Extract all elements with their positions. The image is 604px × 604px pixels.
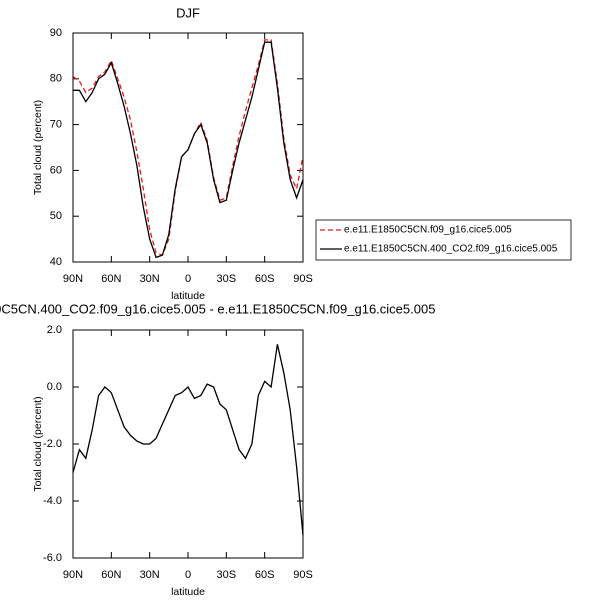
x-tick-label: 60N	[101, 569, 121, 581]
y-tick-label: 60	[50, 164, 62, 176]
data-line	[73, 41, 304, 259]
y-tick-label: 70	[50, 119, 62, 131]
x-tick-label: 90N	[63, 273, 83, 285]
y-tick-label: -2.0	[43, 438, 62, 450]
x-axis-label: latitude	[171, 586, 205, 598]
x-tick-label: 60N	[101, 273, 121, 285]
x-tick-label: 90S	[293, 273, 313, 285]
y-tick-label: 0.0	[47, 381, 62, 393]
x-tick-label: 30S	[217, 569, 237, 581]
chart-title: DJF	[176, 5, 200, 20]
x-tick-label: 30N	[140, 273, 160, 285]
y-tick-label: 40	[50, 256, 62, 268]
x-tick-label: 90S	[293, 569, 313, 581]
y-axis-label: Total cloud (percent)	[32, 396, 44, 491]
plot-frame	[72, 329, 304, 559]
chart-title: e.e11.E1850C5CN.400_CO2.f09_g16.cice5.00…	[0, 301, 435, 316]
x-tick-label: 60S	[255, 273, 275, 285]
legend-box	[315, 219, 572, 261]
x-tick-label: 90N	[63, 569, 83, 581]
plot-frame	[72, 32, 304, 263]
y-tick-label: 90	[50, 27, 62, 39]
y-tick-label: -6.0	[43, 552, 62, 564]
x-tick-label: 0	[185, 273, 191, 285]
x-tick-label: 30S	[217, 273, 237, 285]
x-tick-label: 60S	[255, 569, 275, 581]
x-axis-label: latitude	[171, 290, 205, 302]
y-tick-label: 80	[50, 73, 62, 85]
legend-label: e.e11.E1850C5CN.f09_g16.cice5.005	[344, 225, 512, 236]
x-tick-label: 30N	[140, 569, 160, 581]
data-line	[72, 39, 304, 256]
y-tick-label: 50	[50, 210, 62, 222]
data-line	[72, 344, 304, 536]
y-axis-label: Total cloud (percent)	[32, 100, 44, 195]
legend-label: e.e11.E1850C5CN.400_CO2.f09_g16.cice5.00…	[344, 244, 558, 255]
y-tick-label: 2.0	[47, 324, 62, 336]
x-tick-label: 0	[185, 569, 191, 581]
y-tick-label: -4.0	[43, 495, 62, 507]
